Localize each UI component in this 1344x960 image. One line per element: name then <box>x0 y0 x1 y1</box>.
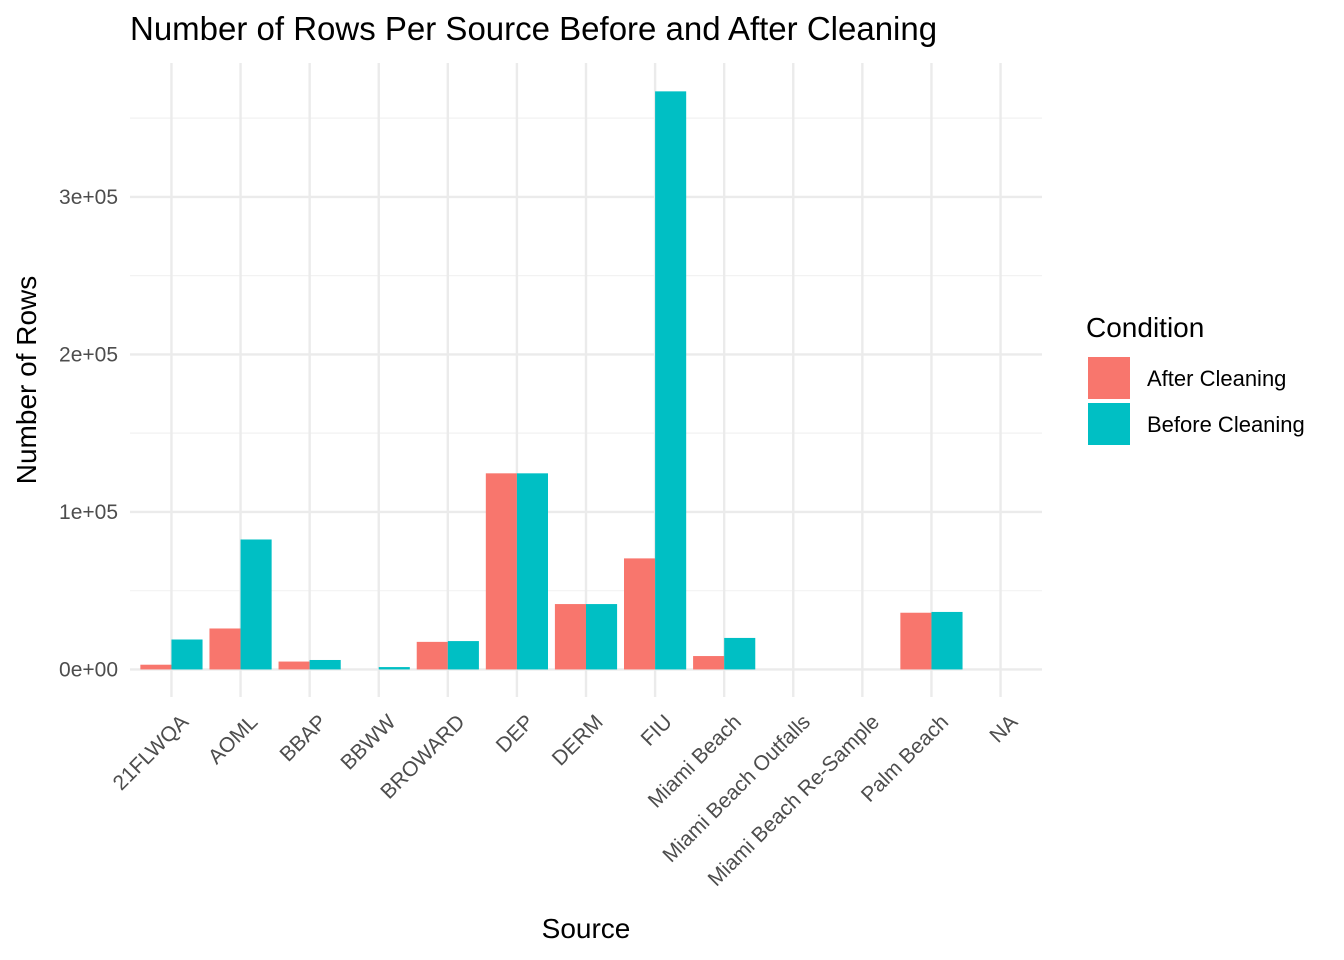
bar <box>516 473 548 670</box>
bar <box>655 91 687 670</box>
y-axis-title: Number of Rows <box>11 276 42 485</box>
y-tick-label: 2e+05 <box>59 343 118 366</box>
bar <box>240 539 272 670</box>
legend-label: Before Cleaning <box>1147 412 1305 437</box>
x-tick-label: NA <box>985 710 1022 747</box>
bar <box>586 604 618 670</box>
plot-area <box>130 63 1042 697</box>
bar <box>309 659 341 670</box>
legend-items: After Cleaning Before Cleaning <box>1088 357 1305 445</box>
x-tick-label: DERM <box>548 710 608 770</box>
bar <box>485 473 517 670</box>
x-tick-label: AOML <box>204 710 262 768</box>
bar <box>171 639 203 670</box>
bar <box>140 664 172 670</box>
y-tick-label: 3e+05 <box>59 186 118 209</box>
legend-swatch <box>1088 357 1130 399</box>
x-tick-label: BBWW <box>336 710 400 774</box>
bar <box>209 628 241 670</box>
x-tick-label: DEP <box>492 710 539 757</box>
bar <box>693 656 725 670</box>
x-axis-title: Source <box>542 913 631 944</box>
legend-swatch <box>1088 403 1130 445</box>
bar <box>931 611 963 670</box>
bar <box>416 641 448 670</box>
chart-title: Number of Rows Per Source Before and Aft… <box>130 10 937 47</box>
bar <box>724 637 756 670</box>
bar <box>624 558 656 670</box>
bar <box>900 612 932 670</box>
bar <box>447 641 479 670</box>
y-tick-label: 1e+05 <box>59 501 118 524</box>
legend: Condition After Cleaning Before Cleaning <box>1086 312 1305 445</box>
y-tick-label: 0e+00 <box>59 658 118 681</box>
legend-label: After Cleaning <box>1147 366 1286 391</box>
bar <box>378 667 410 670</box>
x-tick-label: BBAP <box>275 710 331 766</box>
x-tick-label: FIU <box>637 710 677 750</box>
bars <box>140 91 963 670</box>
bar <box>278 661 310 670</box>
bar <box>554 604 586 670</box>
x-tick-label: 21FLWQA <box>109 710 193 794</box>
legend-title: Condition <box>1086 312 1204 343</box>
y-axis-ticks: 0e+00 1e+05 2e+05 3e+05 <box>59 186 118 682</box>
